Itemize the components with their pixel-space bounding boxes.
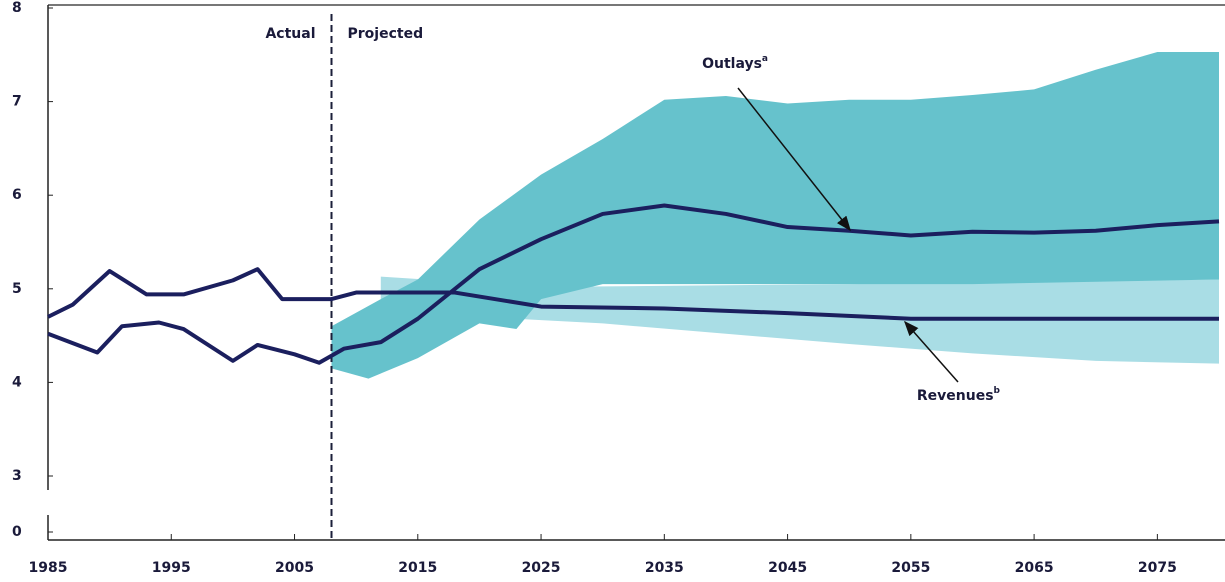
uncertainty-band — [331, 51, 1219, 379]
y-tick-label: 8 — [12, 0, 22, 16]
divider-label: Projected — [348, 26, 424, 42]
y-tick-label: 0 — [12, 524, 22, 540]
x-tick-label: 2005 — [275, 560, 314, 576]
y-tick-label: 6 — [12, 187, 22, 203]
x-tick-label: 2075 — [1138, 560, 1177, 576]
series-line — [47, 267, 1219, 321]
y-tick-label: 5 — [12, 281, 22, 297]
y-tick-label: 7 — [12, 94, 22, 110]
x-tick-label: 1985 — [29, 560, 68, 576]
x-tick-label: 2015 — [398, 560, 437, 576]
x-tick-label: 2055 — [891, 560, 930, 576]
label-arrow — [737, 87, 851, 232]
x-tick-label: 2025 — [522, 560, 561, 576]
uncertainty-band — [380, 276, 1219, 364]
series-name: Revenues — [917, 388, 994, 404]
series-label: Outlaysa — [702, 54, 768, 73]
series-note: b — [994, 386, 1001, 396]
series-line — [47, 203, 1220, 365]
series-note: a — [762, 54, 768, 64]
label-arrow — [904, 320, 959, 383]
y-tick-label: 4 — [12, 374, 22, 390]
x-tick-label: 1995 — [152, 560, 191, 576]
x-tick-label: 2065 — [1015, 560, 1054, 576]
divider-label: Actual — [265, 26, 315, 42]
series-label: Revenuesb — [917, 386, 1001, 405]
x-tick-label: 2045 — [768, 560, 807, 576]
x-tick-label: 2035 — [645, 560, 684, 576]
y-tick-label: 3 — [12, 468, 22, 484]
series-name: Outlays — [702, 56, 762, 72]
